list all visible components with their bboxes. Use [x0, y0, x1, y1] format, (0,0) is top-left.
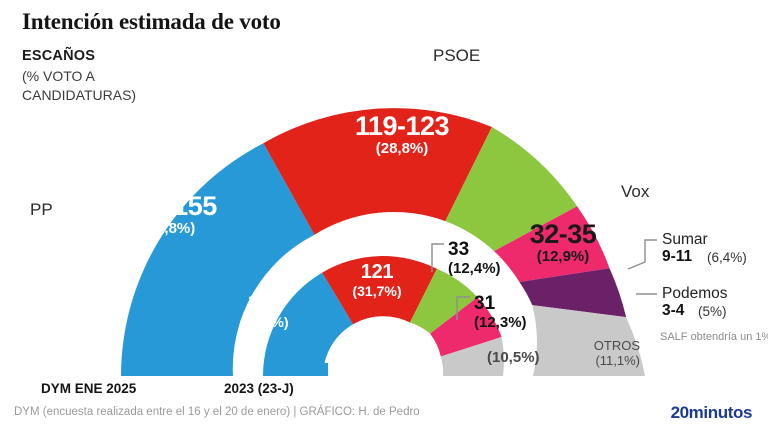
page-title: Intención estimada de voto: [22, 9, 281, 34]
axis-legend-escanos: ESCAÑOS: [22, 48, 96, 64]
inner-pct-pp: (33,1%): [239, 314, 289, 330]
footnote-salf: SALF obtendría un 1% del voto sin conseg…: [660, 331, 768, 343]
outer-pct-sumar-wrap: (6,4%): [707, 249, 747, 267]
callout-line-sumar-outer: [627, 239, 657, 270]
side-label-sumar: Sumar 9-11: [662, 231, 708, 266]
outer-seats-sumar: 9-11: [662, 248, 693, 265]
inner-seats-vox: 33: [448, 239, 470, 260]
inner-value-pp: 137 (33,1%): [222, 292, 306, 331]
arc-outer-sumar: [494, 206, 610, 282]
inner-seats-pp: 137: [247, 292, 281, 314]
tick-marker-inner: [272, 363, 328, 376]
arc-inner-pp: [263, 272, 354, 376]
outer-seats-pp: 150-155: [121, 191, 217, 221]
outer-seats-psoe: 119-123: [354, 111, 450, 141]
inner-pct-otros: (10,5%): [487, 349, 540, 366]
arc-inner-otros: [440, 337, 504, 376]
outer-value-psoe: 119-123 (28,8%): [330, 111, 474, 158]
arc-outer-pp: [121, 143, 315, 376]
callout-line-sumar: [456, 296, 470, 320]
inner-callout-sumar: 31 (12,3%): [474, 293, 527, 332]
inner-value-psoe: 121 (31,7%): [335, 261, 419, 300]
party-label-vox: Vox: [621, 182, 650, 201]
inner-callout-vox: 33 (12,4%): [448, 239, 501, 278]
tick-label-outer: DYM ENE 2025: [41, 381, 137, 396]
outer-pct-podemos-wrap: (5%): [698, 303, 727, 321]
arc-outer-otros: [532, 305, 645, 376]
brand-logo: 20minutos: [670, 403, 753, 422]
outer-label-otros: OTROS (11,1%): [556, 338, 640, 368]
source-credit: DYM (encuesta realizada entre el 16 y el…: [14, 406, 420, 418]
callout-line-vox: [431, 243, 444, 272]
inner-seats-psoe: 121: [360, 261, 394, 283]
arc-outer-vox: [445, 127, 578, 252]
outer-pct-vox: (12,9%): [536, 248, 590, 265]
tick-marker-outer: [135, 363, 191, 376]
outer-pct-podemos: (5%): [698, 304, 727, 319]
party-label-podemos: Podemos: [662, 285, 728, 302]
outer-pct-psoe: (28,8%): [375, 140, 429, 157]
inner-pct-psoe: (31,7%): [352, 283, 402, 299]
arc-outer-podemos: [519, 268, 627, 318]
inner-seats-sumar: 31: [474, 293, 496, 314]
party-label-sumar: Sumar: [662, 231, 708, 248]
arc-outer-psoe: [263, 108, 492, 235]
axis-legend-pct: (% VOTO A CANDIDATURAS): [22, 68, 137, 103]
party-label-pp: PP: [30, 200, 53, 219]
outer-pct-sumar: (6,4%): [707, 250, 747, 265]
outer-value-vox: 32-35 (12,9%): [513, 219, 613, 266]
inner-pct-sumar: (12,3%): [474, 314, 527, 331]
party-label-otros: OTROS: [593, 338, 640, 353]
arc-inner-sumar: [430, 297, 502, 357]
inner-pct-vox: (12,4%): [448, 260, 501, 277]
outer-value-pp: 150-155 (34,8%): [104, 191, 234, 238]
party-label-psoe: PSOE: [433, 46, 481, 65]
outer-pct-pp: (34,8%): [142, 220, 196, 237]
arc-inner-psoe: [322, 256, 437, 325]
tick-label-inner: 2023 (23-J): [224, 381, 294, 396]
outer-seats-vox: 32-35: [529, 219, 597, 249]
outer-seats-podemos: 3-4: [662, 302, 685, 319]
arc-inner-vox: [409, 268, 478, 334]
side-label-podemos: Podemos 3-4: [662, 285, 727, 320]
outer-pct-otros: (11,1%): [595, 353, 640, 368]
axis-legend: ESCAÑOS (% VOTO A CANDIDATURAS): [22, 48, 192, 105]
